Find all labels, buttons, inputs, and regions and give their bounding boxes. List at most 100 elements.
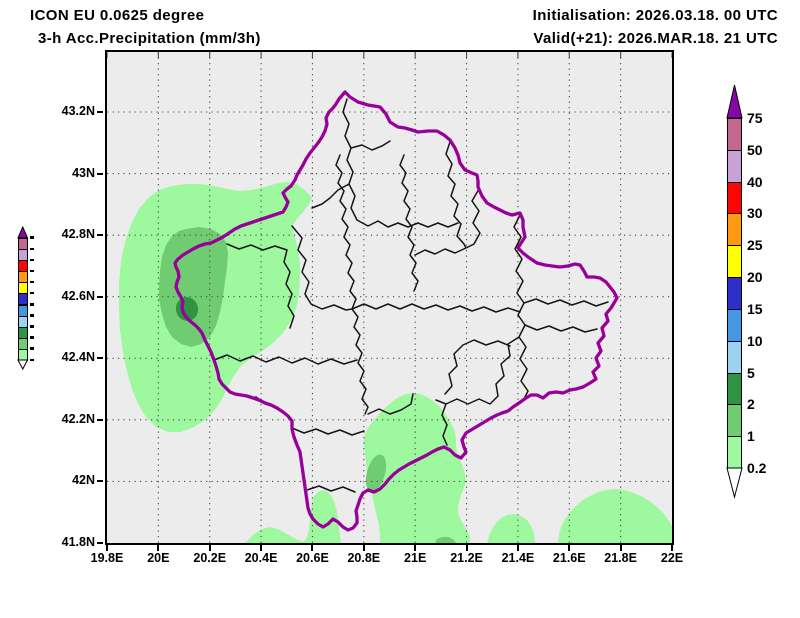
y-tick [97, 542, 103, 544]
graticule-grid [107, 52, 672, 543]
x-tick-label: 21.8E [604, 551, 637, 565]
colorbar-segment [18, 348, 28, 361]
precip-area-south-west [245, 490, 341, 543]
colorbar-segment [18, 271, 28, 284]
x-tick-label: 20.4E [244, 551, 278, 565]
x-tick [619, 545, 622, 551]
precip-areas [119, 182, 672, 543]
product-title: 3-h Acc.Precipitation (mm/3h) [38, 30, 261, 47]
colorbar-mini-tick [29, 236, 34, 239]
x-tick [671, 545, 673, 551]
x-tick [106, 545, 108, 551]
precip-area-west-mid [159, 227, 228, 347]
y-tick [97, 234, 103, 237]
colorbar-mini-tick [29, 247, 34, 250]
y-tick-label: 42N [72, 473, 95, 488]
x-tick-label: 22E [660, 551, 684, 565]
init-time: Initialisation: 2026.03.18. 00 UTC [532, 7, 778, 24]
x-tick-label: 20.6E [296, 551, 329, 565]
precip-area-bottom-mid-sliver [435, 537, 456, 543]
colorbar-segment [727, 117, 742, 151]
colorbar-segment [727, 372, 742, 406]
y-tick [97, 418, 103, 421]
colorbar-segment [727, 149, 742, 183]
colorbar-arrow [726, 84, 743, 119]
colorbar-level-label: 30 [747, 205, 763, 222]
colorbar-mini-tick [29, 303, 34, 306]
precipitation-map [107, 52, 672, 543]
x-tick-label: 20.2E [193, 551, 227, 565]
y-tick-label: 42.2N [61, 411, 95, 426]
y-tick-label: 42.4N [61, 350, 95, 365]
colorbar-mini-tick [29, 325, 34, 328]
colorbar-level-label: 75 [747, 109, 763, 126]
x-tick [260, 545, 263, 551]
valid-time: Valid(+21): 2026.MAR.18. 21 UTC [533, 30, 778, 47]
y-tick [97, 295, 103, 298]
x-tick-label: 21.6E [552, 551, 586, 565]
x-tick-label: 20E [147, 551, 170, 565]
colorbar-segment [727, 308, 742, 342]
y-tick [97, 480, 103, 483]
colorbar-mini-tick [29, 280, 34, 284]
colorbar-arrow [17, 359, 29, 371]
colorbar-segment [18, 260, 28, 273]
model-title: ICON EU 0.0625 degree [30, 7, 205, 24]
colorbar-segment [18, 282, 28, 295]
colorbar-mini-tick [29, 258, 34, 262]
x-tick [516, 545, 519, 551]
x-tick-label: 19.8E [90, 551, 124, 565]
colorbar-segment [18, 315, 28, 328]
colorbar-level-label: 15 [747, 300, 763, 317]
colorbar-level-label: 50 [747, 141, 763, 158]
colorbar-segment [18, 326, 28, 339]
colorbar-mini-tick [29, 358, 34, 361]
colorbar-segment [727, 181, 742, 215]
colorbar-mini-tick [29, 291, 34, 295]
colorbar-segment [18, 237, 28, 250]
colorbar-level-label: 25 [747, 237, 763, 254]
y-tick [97, 172, 103, 175]
map-plot-area [105, 50, 674, 545]
x-tick [568, 545, 571, 551]
y-tick-label: 42.8N [61, 227, 95, 242]
x-tick [208, 545, 211, 551]
precip-area-south-main [364, 393, 470, 543]
y-tick-label: 43N [72, 165, 95, 180]
colorbar-segment [727, 340, 742, 374]
x-tick [465, 545, 468, 551]
colorbar-mini-tick [29, 269, 34, 273]
colorbar-arrow [17, 225, 29, 239]
colorbar-level-label: 40 [747, 173, 763, 190]
colorbar-mini-tick [29, 314, 34, 317]
colorbar-level-label: 10 [747, 332, 763, 349]
colorbar-segment [18, 249, 28, 262]
colorbar-level-label: 0.2 [747, 460, 767, 476]
colorbar-segment [727, 213, 742, 247]
x-tick [362, 545, 365, 551]
kosovo-border [173, 90, 619, 532]
x-tick [157, 545, 160, 551]
colorbar-segment [18, 293, 28, 306]
colorbar-segment [18, 337, 28, 350]
y-tick [97, 111, 103, 113]
x-tick-label: 21E [404, 551, 427, 565]
precip-area-south-mid [365, 454, 387, 492]
colorbar-level-label: 2 [747, 396, 755, 413]
colorbar-segment [727, 245, 742, 279]
x-tick-label: 20.8E [347, 551, 381, 565]
colorbar-level-label: 20 [747, 269, 763, 286]
x-tick-label: 21.4E [501, 551, 535, 565]
precip-area-southeast [558, 489, 672, 543]
colorbar-arrow [726, 467, 743, 499]
precip-area-south-small [487, 514, 535, 543]
colorbar-segment [18, 304, 28, 317]
x-tick [414, 545, 417, 551]
colorbar-segment [727, 277, 742, 310]
colorbar-level-label: 5 [747, 364, 755, 381]
x-tick [311, 545, 314, 551]
colorbar-mini-tick [29, 347, 34, 350]
colorbar-mini-tick [29, 336, 34, 339]
x-tick-label: 21.2E [450, 551, 483, 565]
